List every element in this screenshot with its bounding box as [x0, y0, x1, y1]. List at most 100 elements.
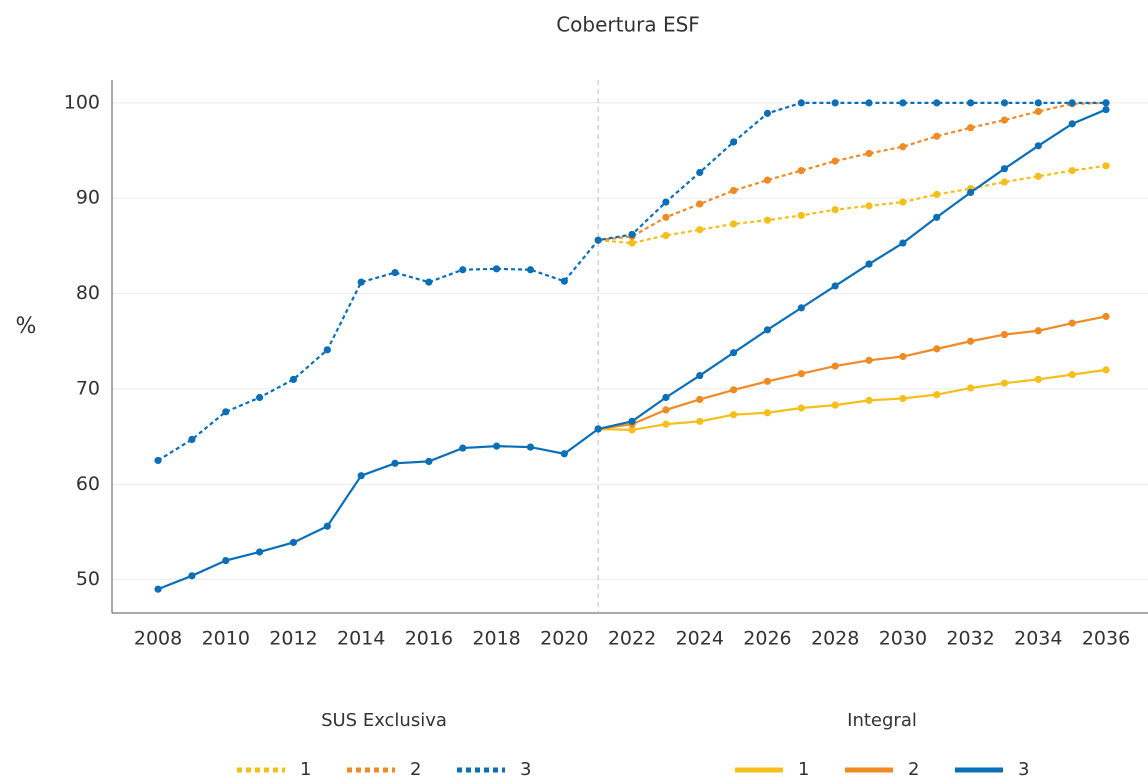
data-point: [831, 157, 839, 165]
data-point: [459, 266, 467, 274]
data-point: [560, 277, 568, 285]
data-point: [526, 266, 535, 274]
legend-label: 3: [1018, 759, 1029, 778]
data-point: [323, 522, 331, 530]
data-point: [933, 345, 941, 353]
data-point: [899, 352, 907, 361]
data-point: [763, 176, 772, 184]
y-tick-label: 70: [76, 377, 100, 399]
data-point: [1068, 166, 1076, 175]
x-tick-label: 2030: [879, 628, 927, 650]
data-point: [323, 346, 331, 354]
data-point: [222, 556, 230, 565]
chart-title: Cobertura ESF: [556, 13, 700, 37]
legend-label: 3: [520, 759, 531, 778]
data-point: [1102, 99, 1110, 107]
data-point: [1000, 165, 1009, 173]
data-point: [357, 472, 365, 480]
data-point: [696, 395, 704, 404]
data-point: [865, 149, 873, 158]
legend-label: 2: [410, 759, 421, 778]
data-point: [188, 435, 196, 444]
data-point: [763, 109, 772, 117]
series-line: [598, 101, 1107, 242]
data-point: [425, 457, 433, 465]
data-point: [391, 269, 399, 277]
data-point: [256, 393, 264, 402]
x-tick-label: 2032: [946, 628, 994, 650]
data-point: [1034, 107, 1042, 116]
data-point: [425, 278, 433, 286]
data-point: [1000, 116, 1009, 124]
data-point: [1068, 120, 1076, 128]
data-point: [933, 99, 941, 107]
data-point: [662, 198, 670, 206]
x-tick-label: 2028: [811, 628, 859, 650]
data-point: [696, 168, 704, 177]
x-tick-label: 2014: [337, 628, 385, 650]
data-point: [594, 236, 602, 244]
data-point: [933, 132, 941, 140]
data-point: [730, 411, 738, 419]
data-point: [1102, 105, 1110, 114]
data-point: [899, 143, 907, 151]
data-point: [899, 239, 907, 247]
data-point: [1068, 99, 1076, 107]
x-tick-label: 2016: [405, 628, 453, 650]
data-point: [188, 572, 196, 580]
legend-title: SUS Exclusiva: [321, 710, 447, 731]
data-point: [763, 326, 772, 334]
data-point: [662, 406, 670, 414]
series-line: [157, 108, 1107, 591]
data-point: [560, 450, 568, 458]
data-point: [357, 278, 365, 286]
data-point: [628, 426, 636, 434]
x-tick-label: 2022: [608, 628, 656, 650]
data-point: [662, 213, 670, 221]
y-tick-label: 100: [64, 91, 100, 113]
y-tick-label: 50: [76, 568, 100, 590]
data-point: [1000, 99, 1009, 107]
data-point: [865, 260, 873, 268]
series-line: [157, 101, 1107, 462]
y-tick-label: 90: [76, 187, 100, 209]
data-point: [797, 211, 805, 219]
data-point: [865, 202, 873, 210]
data-point: [289, 375, 298, 383]
y-tick-label: 80: [76, 282, 100, 304]
data-point: [933, 213, 941, 221]
legend-label: 2: [908, 759, 919, 778]
data-point: [1034, 172, 1042, 180]
data-point: [222, 408, 230, 416]
data-point: [966, 124, 975, 132]
data-point: [730, 187, 738, 195]
x-tick-label: 2026: [743, 628, 791, 650]
data-point: [493, 442, 501, 450]
series-line: [598, 315, 1107, 431]
legend-title: Integral: [847, 710, 917, 731]
data-point: [493, 265, 501, 273]
data-point: [594, 425, 602, 433]
x-tick-label: 2024: [676, 628, 724, 650]
data-point: [899, 198, 907, 206]
data-point: [966, 384, 975, 392]
data-point: [831, 401, 839, 409]
data-point: [933, 190, 941, 199]
data-point: [154, 456, 162, 465]
data-point: [696, 226, 704, 234]
data-point: [696, 417, 704, 425]
data-point: [628, 417, 636, 425]
data-point: [763, 377, 772, 385]
legend-label: 1: [798, 759, 809, 778]
data-point: [526, 443, 535, 451]
series-line: [598, 368, 1107, 432]
data-point: [831, 206, 839, 214]
data-point: [1000, 330, 1009, 339]
data-point: [899, 99, 907, 107]
data-point: [966, 337, 975, 345]
data-point: [831, 99, 839, 107]
data-point: [1068, 371, 1076, 379]
data-point: [865, 396, 873, 404]
data-point: [831, 282, 839, 290]
